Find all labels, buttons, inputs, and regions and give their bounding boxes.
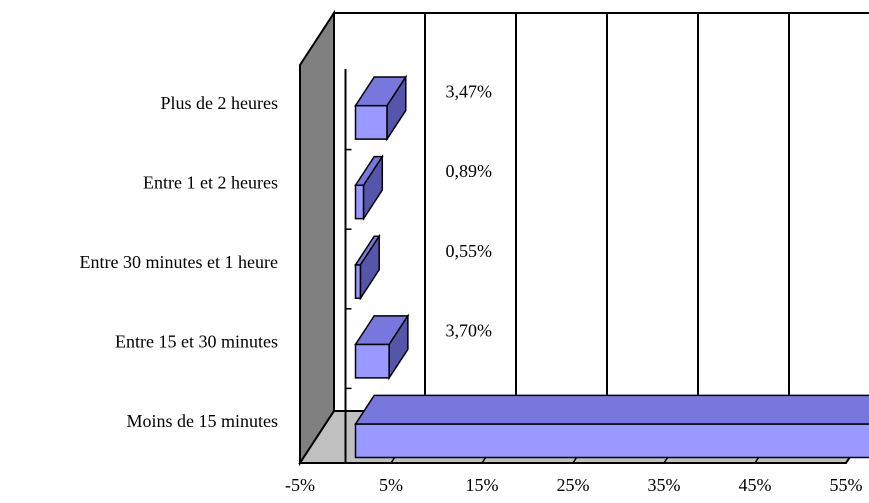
- category-label: Entre 30 minutes et 1 heure: [80, 252, 278, 272]
- bar: [354, 74, 408, 142]
- category-label: Entre 1 et 2 heures: [143, 172, 278, 192]
- bar-top: [354, 394, 869, 425]
- side-wall: [299, 9, 335, 467]
- bar: [354, 233, 381, 301]
- bar-side: [359, 233, 380, 301]
- data-label: 3,47%: [446, 82, 493, 102]
- bar-side: [386, 74, 407, 142]
- data-label: 3,70%: [446, 320, 493, 340]
- bar-side: [388, 313, 409, 381]
- category-label: Entre 15 et 30 minutes: [115, 332, 278, 352]
- bar-front: [354, 184, 365, 220]
- x-tick-label: 45%: [739, 475, 772, 495]
- bar-front: [354, 343, 390, 379]
- data-label: 0,89%: [446, 161, 493, 181]
- category-label: Plus de 2 heures: [161, 93, 278, 113]
- bar: [354, 394, 869, 459]
- bar-front: [354, 264, 362, 300]
- chart-bars: [354, 74, 869, 459]
- x-tick-label: -5%: [285, 475, 315, 495]
- bar-side: [362, 154, 384, 222]
- bar-front: [354, 423, 869, 459]
- x-tick-label: 15%: [466, 475, 499, 495]
- category-label: Moins de 15 minutes: [127, 411, 279, 431]
- x-tick-label: 25%: [557, 475, 590, 495]
- x-tick-label: 55%: [830, 475, 863, 495]
- x-tick-label: 5%: [379, 475, 403, 495]
- bar: [354, 154, 384, 222]
- x-tick-label: 35%: [648, 475, 681, 495]
- data-label: 0,55%: [446, 241, 493, 261]
- bar: [354, 313, 410, 381]
- chart-labels: -5% 5% 15% 25% 35% 45% 55% Plus de 2 heures 3,47…: [80, 82, 863, 495]
- bar-front: [354, 104, 388, 140]
